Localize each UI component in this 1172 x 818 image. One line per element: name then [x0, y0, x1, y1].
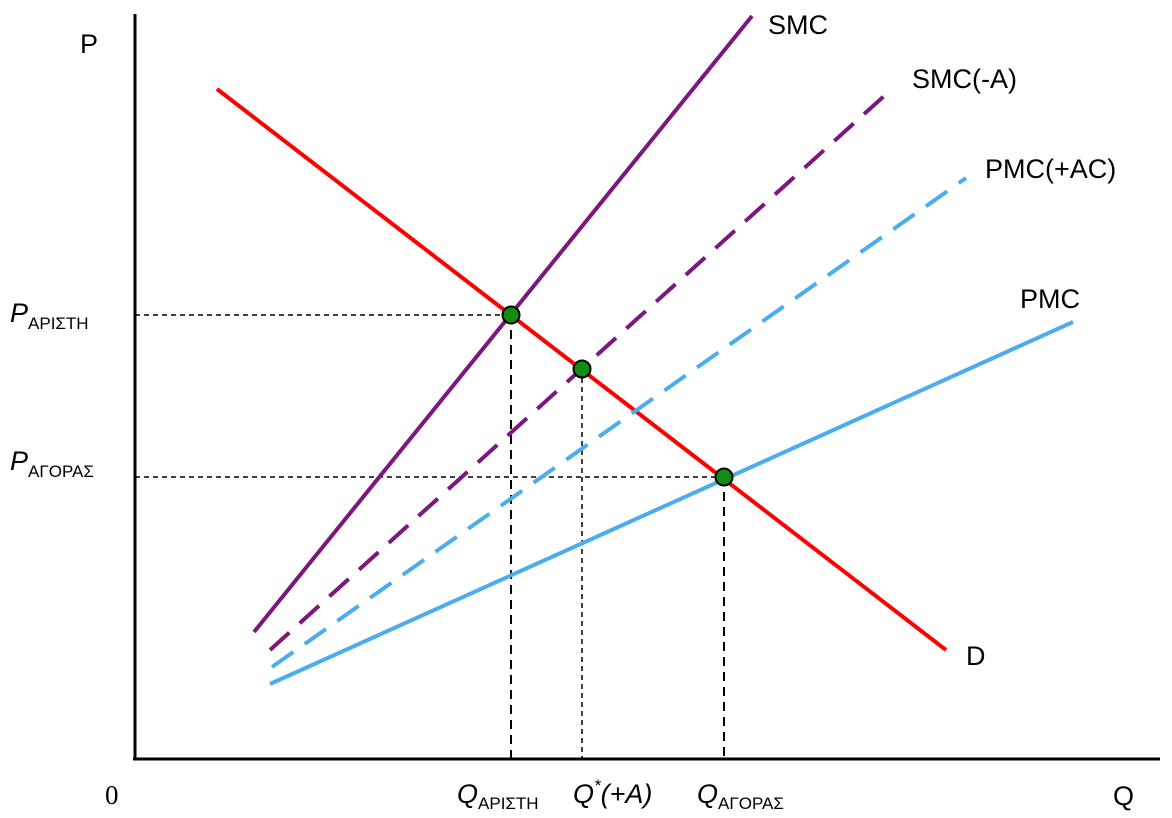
equilibrium-point-optimal [501, 305, 521, 325]
curves [215, 14, 1074, 686]
p-optimal-label: PΑΡΙΣΤΗ [10, 298, 89, 333]
series-label-pmc: PMC [1020, 284, 1080, 314]
series-label-pmc-plus-ac: PMC(+AC) [985, 154, 1116, 184]
q-optimal-label: QΑΡΙΣΤΗ [457, 779, 539, 813]
curve-pmc-ac [270, 176, 968, 669]
curve-pmc [269, 320, 1074, 686]
equilibrium-points [501, 305, 734, 487]
y-axis-label: P [80, 29, 98, 59]
origin-label: 0 [105, 780, 119, 810]
curve-smc [252, 14, 754, 634]
q-market-label: QΑΓΟΡΑΣ [697, 779, 784, 813]
equilibrium-point-market [714, 467, 734, 487]
q-star-label: Q*(+A) [573, 776, 652, 809]
p-market-label: PΑΓΟΡΑΣ [10, 446, 94, 481]
series-label-d: D [966, 641, 986, 671]
x-axis-label: Q [1113, 781, 1134, 811]
equilibrium-point-with-abatement [572, 359, 592, 379]
series-label-smc-minus-a: SMC(-A) [912, 64, 1017, 94]
series-label-smc: SMC [768, 10, 828, 40]
guide-lines [135, 314, 725, 759]
